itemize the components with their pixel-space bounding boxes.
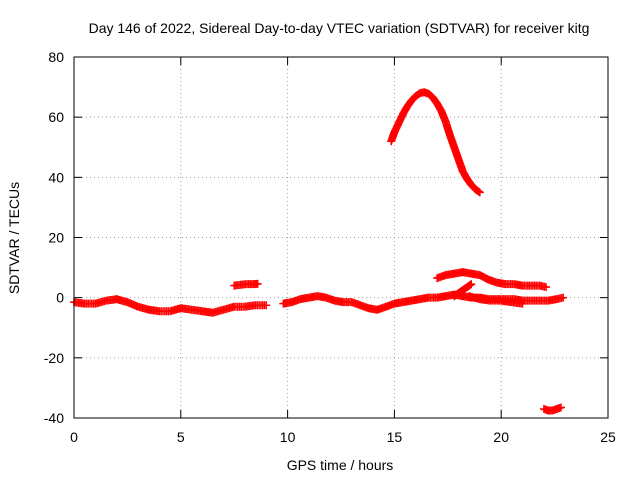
data-point [474,187,483,196]
x-tick-label: 10 [280,429,296,445]
grid-lines [74,57,608,418]
x-tick-label: 15 [387,429,403,445]
x-tick-label: 5 [177,429,185,445]
data-point [262,301,271,310]
axis-ticks: 0 5 10 15 20 25 -40 -20 0 20 40 60 80 [44,49,616,445]
data-series [387,88,484,197]
x-axis-label: GPS time / hours [287,457,394,473]
data-series [230,279,262,290]
data-series [539,403,566,415]
y-axis-label: SDTVAR / TECUs [6,182,22,294]
y-tick-label: 60 [48,109,64,125]
data-point [542,283,551,292]
x-tick-label: 20 [493,429,509,445]
y-tick-label: 40 [48,169,64,185]
chart-title: Day 146 of 2022, Sidereal Day-to-day VTE… [89,20,590,36]
data-point [253,279,262,288]
data-point [518,299,527,308]
y-tick-label: 80 [48,49,64,65]
y-tick-label: -20 [44,350,64,366]
y-tick-label: 0 [56,290,64,306]
data-series [70,295,271,317]
data-point [559,293,568,302]
data-points [70,88,568,415]
data-point [475,188,484,197]
y-tick-label: -40 [44,410,64,426]
data-point [467,280,476,289]
x-tick-label: 25 [600,429,616,445]
data-series [279,290,568,314]
data-point [466,280,475,289]
x-tick-label: 0 [70,429,78,445]
data-point [557,403,566,412]
data-series [465,292,527,308]
data-series [450,280,476,301]
y-tick-label: 20 [48,230,64,246]
data-series [433,268,551,292]
